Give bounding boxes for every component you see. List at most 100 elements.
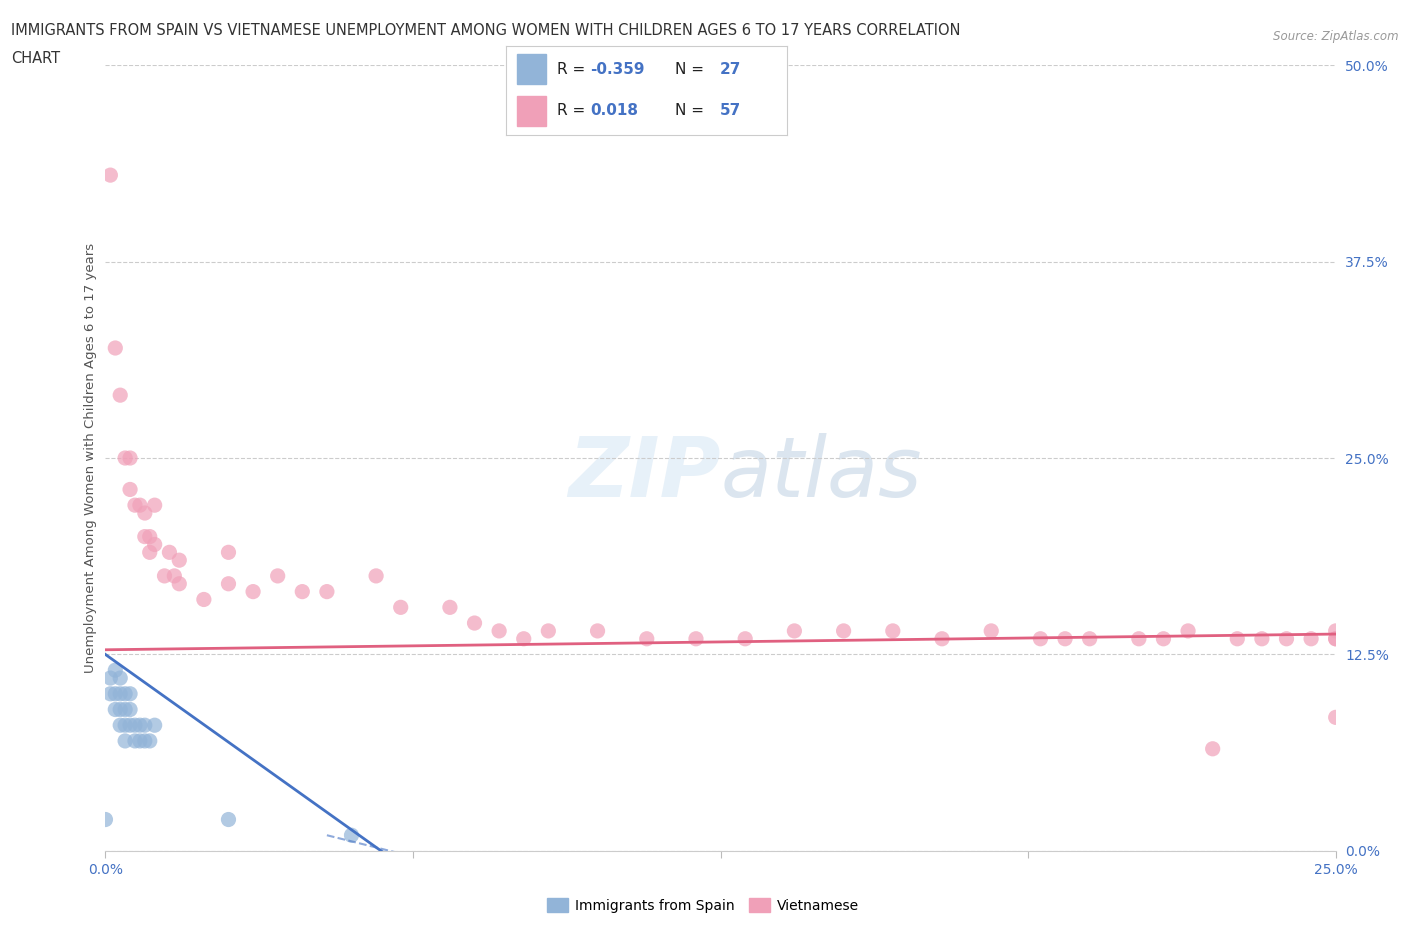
Point bbox=[783, 623, 806, 638]
Point bbox=[98, 686, 122, 701]
Point bbox=[114, 718, 136, 733]
Text: ZIP: ZIP bbox=[568, 433, 721, 514]
Text: 0.018: 0.018 bbox=[591, 102, 638, 117]
Point bbox=[110, 718, 132, 733]
Point bbox=[389, 600, 412, 615]
Text: Source: ZipAtlas.com: Source: ZipAtlas.com bbox=[1274, 30, 1399, 43]
Point bbox=[169, 552, 191, 567]
Point bbox=[1078, 631, 1101, 646]
Point bbox=[124, 718, 146, 733]
Point bbox=[980, 623, 1002, 638]
Point bbox=[1177, 623, 1199, 638]
Point bbox=[1301, 631, 1323, 646]
Point bbox=[1029, 631, 1052, 646]
Point bbox=[267, 568, 290, 583]
Point bbox=[138, 545, 162, 560]
Point bbox=[124, 498, 146, 512]
Point bbox=[315, 584, 337, 599]
Point bbox=[1324, 710, 1347, 724]
Point bbox=[218, 812, 240, 827]
Point bbox=[163, 568, 186, 583]
Text: R =: R = bbox=[557, 102, 591, 117]
Point bbox=[120, 702, 141, 717]
Point bbox=[734, 631, 756, 646]
Text: 57: 57 bbox=[720, 102, 741, 117]
Point bbox=[931, 631, 953, 646]
Point bbox=[1202, 741, 1225, 756]
Point bbox=[104, 340, 127, 355]
Point bbox=[120, 451, 141, 466]
Point bbox=[1251, 631, 1274, 646]
Point bbox=[882, 623, 904, 638]
Y-axis label: Unemployment Among Women with Children Ages 6 to 17 years: Unemployment Among Women with Children A… bbox=[84, 243, 97, 673]
Point bbox=[120, 482, 141, 497]
Bar bbox=[517, 55, 546, 85]
Point bbox=[134, 734, 156, 749]
Point bbox=[1226, 631, 1249, 646]
Point bbox=[193, 592, 215, 607]
Text: R =: R = bbox=[557, 62, 591, 77]
Point bbox=[143, 718, 166, 733]
Point bbox=[439, 600, 461, 615]
Point bbox=[114, 451, 136, 466]
Point bbox=[124, 734, 146, 749]
Point bbox=[464, 616, 486, 631]
Point bbox=[98, 671, 122, 685]
Point bbox=[120, 686, 141, 701]
Point bbox=[143, 537, 166, 551]
Point bbox=[513, 631, 536, 646]
Point bbox=[110, 686, 132, 701]
Point bbox=[1153, 631, 1175, 646]
Point bbox=[104, 702, 127, 717]
Point bbox=[1128, 631, 1150, 646]
Point bbox=[110, 702, 132, 717]
Point bbox=[129, 498, 152, 512]
Text: N =: N = bbox=[675, 62, 709, 77]
Point bbox=[114, 686, 136, 701]
Point bbox=[291, 584, 314, 599]
Legend: Immigrants from Spain, Vietnamese: Immigrants from Spain, Vietnamese bbox=[541, 893, 865, 919]
Point bbox=[104, 663, 127, 678]
Point bbox=[104, 686, 127, 701]
Bar bbox=[517, 96, 546, 126]
Point bbox=[159, 545, 180, 560]
Point bbox=[366, 568, 388, 583]
Point bbox=[114, 702, 136, 717]
Text: N =: N = bbox=[675, 102, 709, 117]
Point bbox=[129, 718, 152, 733]
Point bbox=[1324, 631, 1347, 646]
Point bbox=[1324, 631, 1347, 646]
Point bbox=[586, 623, 609, 638]
Point bbox=[1275, 631, 1298, 646]
Point bbox=[340, 828, 363, 843]
Point bbox=[143, 498, 166, 512]
Point bbox=[153, 568, 176, 583]
Point bbox=[685, 631, 707, 646]
Point bbox=[218, 545, 240, 560]
Point bbox=[110, 388, 132, 403]
Point bbox=[120, 718, 141, 733]
Point bbox=[537, 623, 560, 638]
Point bbox=[129, 734, 152, 749]
Point bbox=[169, 577, 191, 591]
Point bbox=[134, 529, 156, 544]
Point bbox=[98, 167, 122, 182]
Point bbox=[218, 577, 240, 591]
Point bbox=[242, 584, 264, 599]
Point bbox=[134, 718, 156, 733]
Text: IMMIGRANTS FROM SPAIN VS VIETNAMESE UNEMPLOYMENT AMONG WOMEN WITH CHILDREN AGES : IMMIGRANTS FROM SPAIN VS VIETNAMESE UNEM… bbox=[11, 23, 960, 38]
Point bbox=[110, 671, 132, 685]
Point bbox=[138, 529, 162, 544]
Point bbox=[138, 734, 162, 749]
Point bbox=[94, 812, 117, 827]
Text: CHART: CHART bbox=[11, 51, 60, 66]
Point bbox=[1054, 631, 1077, 646]
Point bbox=[488, 623, 510, 638]
Point bbox=[832, 623, 855, 638]
Text: atlas: atlas bbox=[721, 433, 922, 514]
Point bbox=[636, 631, 658, 646]
Point bbox=[134, 506, 156, 521]
Point bbox=[1324, 623, 1347, 638]
Text: 27: 27 bbox=[720, 62, 741, 77]
Point bbox=[114, 734, 136, 749]
